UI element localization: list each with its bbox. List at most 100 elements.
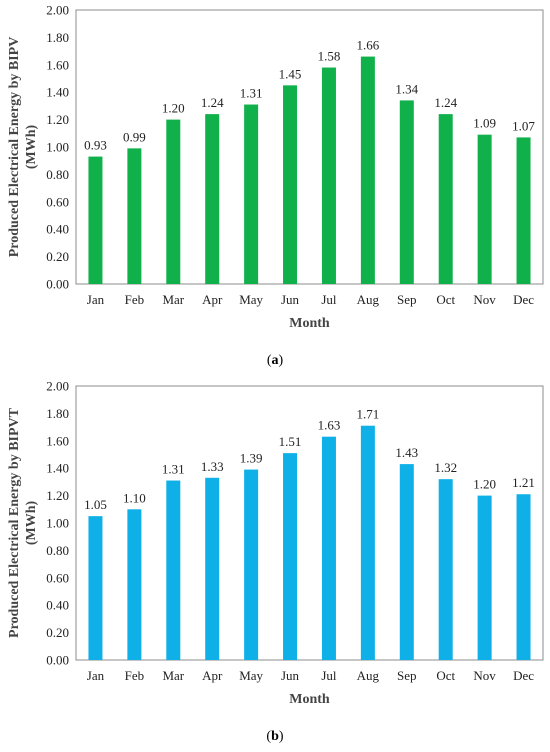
caption-a: (a)	[267, 353, 284, 368]
y-tick-label: 1.40	[46, 85, 69, 100]
y-tick-label: 1.00	[46, 140, 69, 155]
bar-mar	[166, 119, 181, 284]
y-axis: 0.00 0.20 0.40 0.60 0.80 1.00 1.20 1.40 1.60 1.80…	[46, 379, 69, 668]
y-tick-label: 1.20	[46, 112, 69, 127]
data-label: 1.43	[395, 445, 418, 460]
y-tick-label: 1.60	[46, 433, 69, 448]
caption-letter: a	[272, 353, 279, 368]
data-label: 1.32	[434, 460, 457, 475]
y-axis-title: Produced Electrical Energy by BIPVT (MWh)	[7, 407, 39, 638]
data-label: 1.20	[473, 477, 496, 492]
data-label: 1.20	[162, 101, 185, 116]
x-tick-label: Aug	[357, 292, 380, 307]
x-tick-label: Dec	[513, 668, 534, 683]
y-tick-label: 1.80	[46, 406, 69, 421]
bars: 0.93 Jan 0.99 Feb 1.20 Mar 1.24 Apr 1.31 May 1.45 J…	[84, 38, 535, 307]
data-label: 1.07	[512, 118, 535, 133]
bar-nov	[477, 495, 492, 660]
x-tick-label: Nov	[473, 292, 496, 307]
y-tick-label: 1.00	[46, 516, 69, 531]
data-label: 1.63	[318, 418, 341, 433]
chart-panel-a: 0.00 0.20 0.40 0.60 0.80 1.00 1.20 1.40 1.60 1.80…	[7, 3, 544, 368]
y-tick-label: 2.00	[46, 379, 69, 394]
bar-dec	[516, 137, 531, 284]
y-tick-label: 0.20	[46, 625, 69, 640]
data-label: 1.58	[318, 49, 341, 64]
plot-frame	[75, 9, 544, 285]
bar-jun	[283, 85, 298, 284]
x-tick-label: Jul	[321, 668, 337, 683]
x-tick-label: Jan	[87, 292, 105, 307]
x-axis-title: Month	[289, 692, 330, 707]
y-tick-label: 1.20	[46, 488, 69, 503]
x-tick-label: Mar	[162, 668, 184, 683]
data-label: 1.24	[434, 95, 457, 110]
bar-apr	[205, 114, 220, 285]
x-tick-label: Jun	[281, 668, 300, 683]
bar-feb	[127, 509, 142, 660]
data-label: 1.45	[279, 66, 302, 81]
bar-apr	[205, 477, 220, 660]
y-tick-label: 0.00	[46, 277, 69, 292]
data-label: 1.71	[357, 407, 380, 422]
y-axis-title-line2: (MWh)	[24, 501, 39, 546]
bar-jun	[283, 453, 298, 660]
y-tick-label: 0.00	[46, 653, 69, 668]
bar-sep	[399, 100, 414, 284]
x-tick-label: Sep	[397, 292, 417, 307]
x-tick-label: Jan	[87, 668, 105, 683]
bar-chart-a: 0.00 0.20 0.40 0.60 0.80 1.00 1.20 1.40 1.60 1.80…	[7, 3, 544, 368]
bar-nov	[477, 134, 492, 284]
x-tick-label: Jul	[321, 292, 337, 307]
y-axis-title-line1: Produced Electrical Energy by BIPV	[7, 37, 22, 258]
y-tick-label: 1.60	[46, 57, 69, 72]
y-tick-label: 1.40	[46, 461, 69, 476]
data-label: 0.93	[84, 138, 107, 153]
x-tick-label: May	[239, 668, 263, 683]
y-axis-title-line2: (MWh)	[24, 125, 39, 170]
x-tick-label: Apr	[202, 668, 223, 683]
data-label: 1.33	[201, 459, 224, 474]
y-tick-label: 0.40	[46, 598, 69, 613]
x-tick-label: Mar	[162, 292, 184, 307]
y-axis-title-line1: Produced Electrical Energy by BIPVT	[7, 407, 22, 638]
bar-chart-b: 0.00 0.20 0.40 0.60 0.80 1.00 1.20 1.40 1.60 1.80…	[7, 379, 544, 744]
data-label: 1.09	[473, 116, 496, 131]
bars: 1.05 Jan 1.10 Feb 1.31 Mar 1.33 Apr 1.39 May 1.51 J…	[84, 407, 535, 683]
x-tick-label: Nov	[473, 668, 496, 683]
data-label: 1.31	[162, 462, 185, 477]
y-tick-label: 0.40	[46, 222, 69, 237]
y-axis: 0.00 0.20 0.40 0.60 0.80 1.00 1.20 1.40 1.60 1.80…	[46, 3, 69, 292]
x-tick-label: Feb	[125, 668, 145, 683]
bar-aug	[360, 425, 375, 660]
bar-oct	[438, 479, 453, 660]
bar-jan	[88, 516, 103, 660]
bar-sep	[399, 464, 414, 660]
caption-letter: b	[271, 729, 279, 744]
plot-frame	[75, 385, 544, 661]
bar-oct	[438, 114, 453, 285]
x-axis-title: Month	[289, 316, 330, 331]
bar-jul	[321, 67, 336, 284]
bar-jan	[88, 156, 103, 284]
y-tick-label: 0.20	[46, 249, 69, 264]
data-label: 1.34	[395, 81, 418, 96]
bar-jul	[321, 436, 336, 660]
bar-aug	[360, 56, 375, 284]
x-tick-label: Feb	[125, 292, 145, 307]
y-tick-label: 0.80	[46, 167, 69, 182]
data-label: 1.31	[240, 86, 263, 101]
data-label: 1.10	[123, 490, 146, 505]
x-tick-label: Dec	[513, 292, 534, 307]
bar-may	[244, 469, 259, 660]
x-tick-label: Sep	[397, 668, 417, 683]
x-tick-label: Aug	[357, 668, 380, 683]
data-label: 1.24	[201, 95, 224, 110]
caption-b: (b)	[266, 729, 283, 744]
x-tick-label: Oct	[436, 292, 455, 307]
y-tick-label: 1.80	[46, 30, 69, 45]
y-axis-title: Produced Electrical Energy by BIPV (MWh)	[7, 37, 39, 258]
data-label: 1.21	[512, 475, 535, 490]
data-label: 1.05	[84, 497, 107, 512]
y-tick-label: 0.60	[46, 194, 69, 209]
